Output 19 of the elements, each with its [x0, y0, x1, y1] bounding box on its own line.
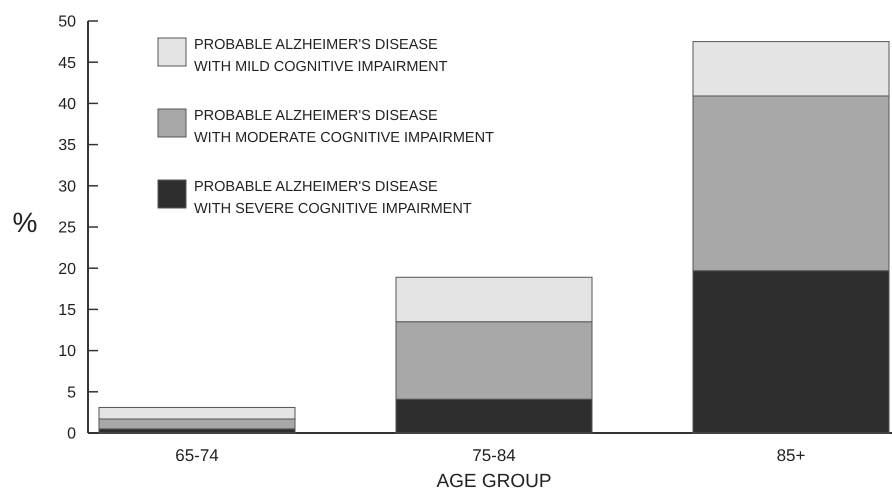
- x-tick-label: 65-74: [175, 446, 219, 465]
- y-tick-label: 10: [58, 343, 76, 360]
- x-tick-label: 75-84: [472, 446, 516, 465]
- y-tick-label: 20: [58, 260, 76, 278]
- legend-label: PROBABLE ALZHEIMER'S DISEASE WITH SEVERE COGNITIVE IMPAIRMENT: [194, 179, 472, 217]
- y-tick-label: 0: [67, 426, 76, 443]
- y-tick-label: 45: [58, 54, 76, 72]
- y-tick-label: 15: [58, 302, 76, 319]
- y-tick-label: 35: [58, 137, 76, 154]
- y-tick-label: 50: [58, 14, 76, 31]
- y-tick-label: 30: [58, 178, 76, 196]
- y-tick-label: 40: [58, 96, 76, 113]
- y-tick-label: 5: [67, 384, 76, 402]
- legend-label: PROBABLE ALZHEIMER'S DISEASE WITH MILD COGNITIVE IMPAIRMENT: [194, 37, 448, 75]
- y-axis-title: %: [12, 207, 38, 238]
- legend-label: PROBABLE ALZHEIMER'S DISEASE WITH MODERATE COGNITIVE IMPAIRMENT: [194, 108, 494, 146]
- y-tick-label: 25: [58, 220, 76, 237]
- x-tick-label: 85+: [776, 446, 806, 465]
- x-axis-title: AGE GROUP: [436, 471, 552, 491]
